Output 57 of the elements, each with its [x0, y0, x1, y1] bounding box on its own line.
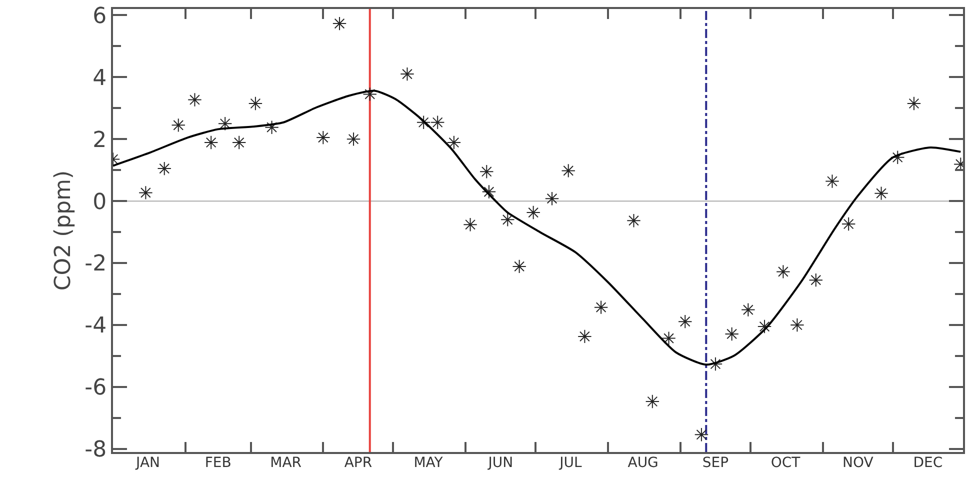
point [561, 164, 576, 178]
point [400, 66, 414, 82]
y-tick-label: 0 [92, 190, 107, 215]
point [890, 150, 905, 164]
point [741, 302, 756, 317]
y-tick-label: -6 [84, 376, 107, 401]
point [332, 16, 347, 31]
x-tick-label: JAN [135, 455, 160, 471]
y-tick-label: 6 [92, 4, 107, 29]
y-tick-label: -4 [84, 314, 107, 339]
point [463, 218, 478, 232]
point [825, 174, 840, 188]
point [248, 96, 263, 111]
y-axis-title: CO2 (ppm) [50, 170, 76, 291]
point [626, 213, 641, 228]
x-tick-label: JUN [487, 455, 514, 471]
point [790, 318, 804, 332]
point [724, 326, 739, 342]
point [416, 115, 431, 130]
point [316, 130, 330, 145]
point [446, 135, 462, 150]
y-tick-label: -8 [84, 438, 107, 463]
point [874, 186, 888, 200]
point [808, 272, 823, 288]
point [430, 115, 445, 130]
y-tick-label: -2 [84, 252, 107, 277]
point [906, 96, 922, 111]
y-tick-label: 2 [92, 128, 107, 153]
x-tick-label: APR [344, 455, 372, 471]
point [544, 191, 560, 206]
point [362, 87, 377, 102]
point [662, 331, 676, 346]
point [841, 216, 856, 232]
point [264, 120, 279, 134]
x-tick-label: MAR [270, 455, 302, 471]
point [594, 300, 608, 314]
x-tick-label: NOV [842, 455, 874, 471]
y-tick-label: 4 [92, 66, 107, 91]
x-tick-label: SEP [702, 455, 729, 471]
point [578, 329, 592, 344]
point [512, 259, 526, 274]
point [694, 428, 709, 442]
point [678, 314, 692, 329]
point [757, 319, 772, 334]
x-tick-label: FEB [204, 455, 232, 471]
point [482, 184, 496, 199]
point [645, 394, 660, 409]
x-tick-label: OCT [770, 455, 801, 471]
point [480, 164, 494, 179]
point [346, 132, 361, 146]
x-tick-label: DEC [913, 455, 943, 471]
point [776, 264, 790, 279]
x-tick-label: MAY [414, 455, 444, 471]
x-tick-label: JUL [558, 455, 582, 471]
x-tick-label: AUG [628, 455, 658, 471]
point [500, 212, 515, 227]
point [526, 205, 540, 220]
